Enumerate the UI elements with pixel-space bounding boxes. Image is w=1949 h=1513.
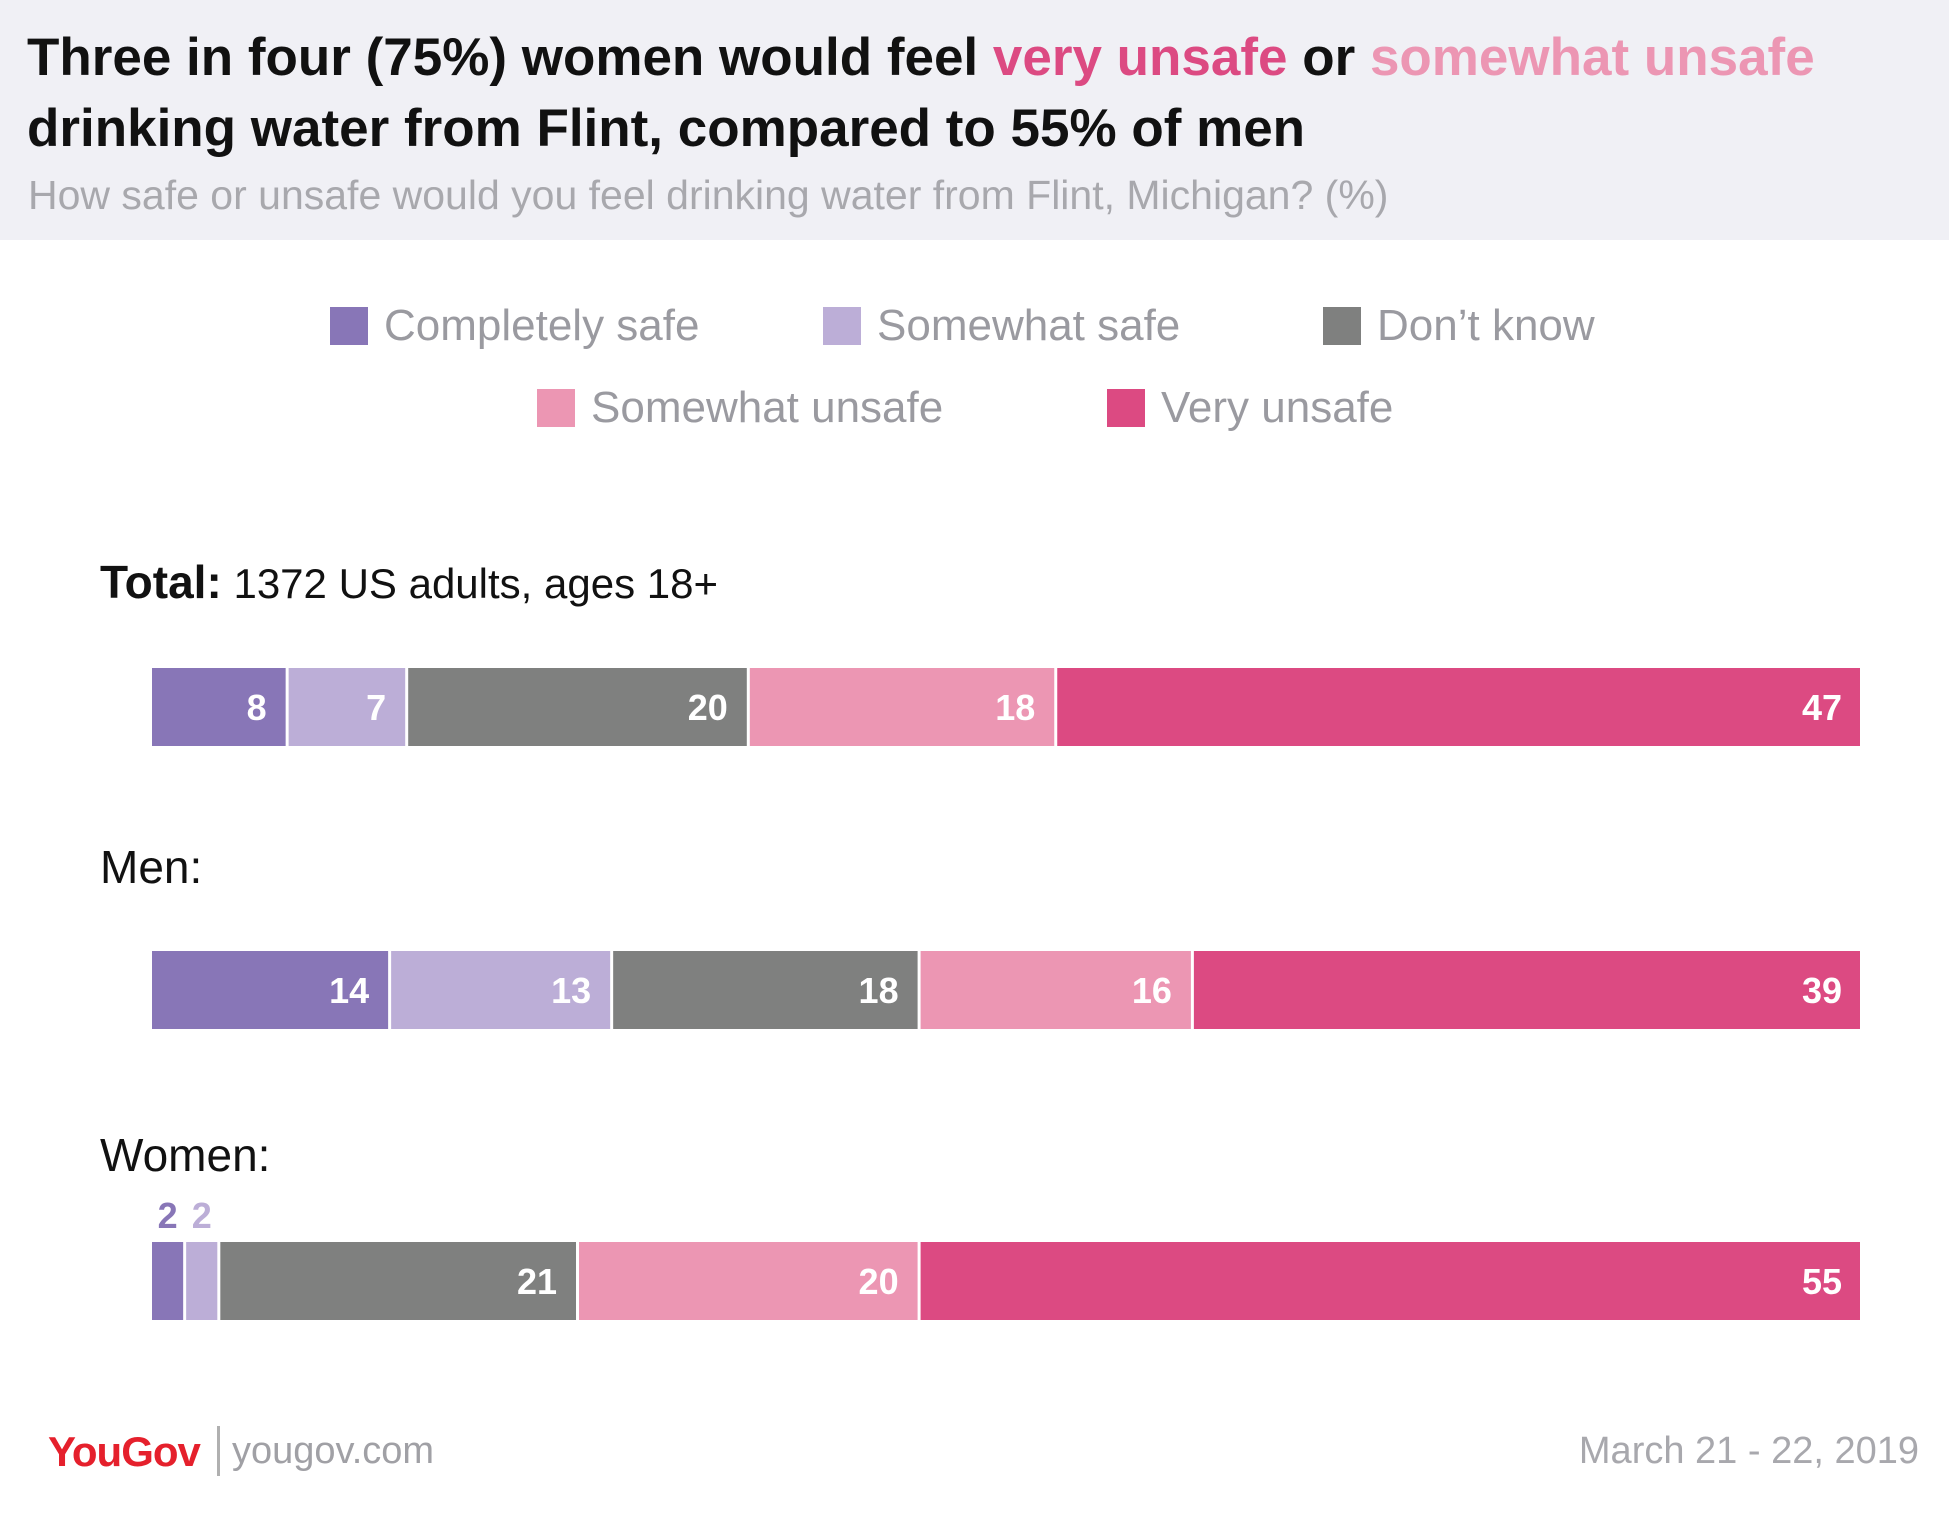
data-label-total-completely-safe: 8 bbox=[247, 687, 267, 728]
chart-title: Three in four (75%) women would feel ver… bbox=[27, 22, 1907, 164]
data-label-women-very-unsafe: 55 bbox=[1802, 1261, 1842, 1302]
bar-total-somewhat-unsafe bbox=[749, 668, 1055, 746]
bar-women-very-unsafe bbox=[920, 1242, 1860, 1320]
data-label-women-somewhat-safe: 2 bbox=[192, 1195, 212, 1236]
footer-url: yougov.com bbox=[232, 1430, 435, 1472]
group-label-women-text: Women: bbox=[100, 1129, 271, 1181]
group-label-men-text: Men: bbox=[100, 841, 203, 893]
bar-men-somewhat-safe bbox=[391, 951, 611, 1029]
legend-label-completely-safe: Completely safe bbox=[384, 301, 700, 350]
yougov-logo: YouGov bbox=[48, 1428, 201, 1475]
group-label-total: Total: 1372 US adults, ages 18+ bbox=[100, 555, 718, 609]
legend-item-dont-know: Don’t know bbox=[1323, 298, 1595, 354]
data-label-men-very-unsafe: 39 bbox=[1802, 970, 1842, 1011]
bar-women-somewhat-safe bbox=[186, 1242, 218, 1320]
group-label-women: Women: bbox=[100, 1128, 270, 1182]
data-label-men-completely-safe: 14 bbox=[329, 970, 369, 1011]
bar-women-dont-know bbox=[220, 1242, 576, 1320]
group-label-total-light: 1372 US adults, ages 18+ bbox=[221, 560, 718, 607]
title-highlight-somewhat-unsafe: somewhat unsafe bbox=[1369, 28, 1815, 87]
legend-swatch-somewhat-unsafe bbox=[537, 389, 575, 427]
data-label-men-dont-know: 18 bbox=[859, 970, 899, 1011]
chart-subtitle: How safe or unsafe would you feel drinki… bbox=[28, 172, 1389, 218]
header-panel: Three in four (75%) women would feel ver… bbox=[0, 0, 1949, 240]
data-label-women-dont-know: 21 bbox=[517, 1261, 557, 1302]
bar-men-somewhat-unsafe bbox=[920, 951, 1191, 1029]
legend-item-somewhat-safe: Somewhat safe bbox=[823, 298, 1180, 354]
bar-total-somewhat-safe bbox=[288, 668, 406, 746]
legend: Completely safe Somewhat safe Don’t know… bbox=[0, 298, 1949, 438]
title-part-3: drinking water from Flint, compared to 5… bbox=[27, 99, 1306, 158]
group-label-men: Men: bbox=[100, 840, 202, 894]
title-highlight-very-unsafe: very unsafe bbox=[992, 28, 1288, 87]
bar-women-completely-safe bbox=[152, 1242, 184, 1320]
footer-date: March 21 - 22, 2019 bbox=[1578, 1430, 1919, 1472]
legend-swatch-very-unsafe bbox=[1107, 389, 1145, 427]
data-label-total-somewhat-unsafe: 18 bbox=[995, 687, 1035, 728]
legend-swatch-completely-safe bbox=[330, 307, 368, 345]
legend-item-very-unsafe: Very unsafe bbox=[1107, 380, 1393, 436]
bar-men-very-unsafe bbox=[1193, 951, 1860, 1029]
bar-men-completely-safe bbox=[152, 951, 389, 1029]
data-label-total-somewhat-safe: 7 bbox=[366, 687, 386, 728]
legend-label-somewhat-safe: Somewhat safe bbox=[877, 301, 1181, 350]
legend-item-completely-safe: Completely safe bbox=[330, 298, 699, 354]
data-label-men-somewhat-safe: 13 bbox=[551, 970, 591, 1011]
bar-men-dont-know bbox=[613, 951, 918, 1029]
bar-women-somewhat-unsafe bbox=[579, 1242, 918, 1320]
legend-swatch-dont-know bbox=[1323, 307, 1361, 345]
data-label-total-dont-know: 20 bbox=[688, 687, 728, 728]
legend-label-very-unsafe: Very unsafe bbox=[1161, 383, 1394, 432]
legend-item-somewhat-unsafe: Somewhat unsafe bbox=[537, 380, 943, 436]
title-part-1: Three in four (75%) women would feel bbox=[27, 28, 993, 87]
data-label-women-somewhat-unsafe: 20 bbox=[859, 1261, 899, 1302]
footer-divider bbox=[217, 1426, 220, 1476]
bar-total-very-unsafe bbox=[1057, 668, 1860, 746]
legend-swatch-somewhat-safe bbox=[823, 307, 861, 345]
title-part-2: or bbox=[1287, 28, 1370, 87]
group-label-total-bold: Total: bbox=[100, 556, 222, 608]
data-label-women-completely-safe: 2 bbox=[158, 1195, 178, 1236]
data-label-total-very-unsafe: 47 bbox=[1802, 687, 1842, 728]
legend-label-dont-know: Don’t know bbox=[1377, 301, 1595, 350]
bar-total-completely-safe bbox=[152, 668, 286, 746]
data-label-men-somewhat-unsafe: 16 bbox=[1132, 970, 1172, 1011]
bar-total-dont-know bbox=[408, 668, 747, 746]
legend-label-somewhat-unsafe: Somewhat unsafe bbox=[591, 383, 944, 432]
